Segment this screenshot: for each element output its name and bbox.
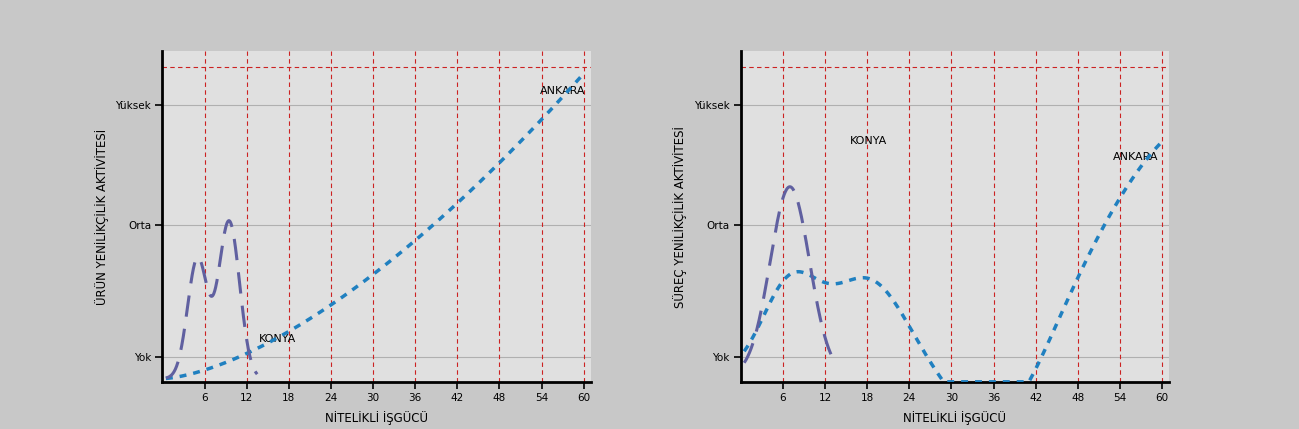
Text: ANKARA: ANKARA: [1113, 151, 1159, 162]
X-axis label: NİTELİKLİ İŞGÜCÜ: NİTELİKLİ İŞGÜCÜ: [903, 411, 1007, 425]
Y-axis label: SÜREÇ YENİLİKÇİLİK AKTİVİTESİ: SÜREÇ YENİLİKÇİLİK AKTİVİTESİ: [673, 126, 687, 308]
X-axis label: NİTELİKLİ İŞGÜCÜ: NİTELİKLİ İŞGÜCÜ: [325, 411, 429, 425]
Text: ANKARA: ANKARA: [539, 86, 585, 96]
Y-axis label: ÜRÜN YENİLİKÇİLİK AKTİVİTESİ: ÜRÜN YENİLİKÇİLİK AKTİVİTESİ: [95, 129, 109, 305]
Text: KONYA: KONYA: [260, 334, 296, 344]
Text: KONYA: KONYA: [850, 136, 887, 146]
